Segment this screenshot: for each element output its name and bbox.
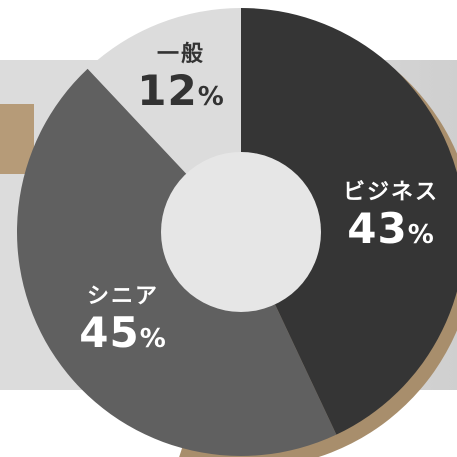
donut-center-hole xyxy=(161,152,321,312)
label-senior-unit: % xyxy=(139,324,167,354)
label-senior-number: 45 xyxy=(79,308,140,357)
slice-business xyxy=(241,8,457,435)
label-senior-name: シニア xyxy=(86,284,159,309)
label-general-number: 12 xyxy=(137,66,198,115)
label-business-name: ビジネス xyxy=(342,180,439,205)
label-general-unit: % xyxy=(197,82,225,112)
label-general: 一般 12% xyxy=(126,44,236,112)
label-business-number: 43 xyxy=(347,204,408,253)
label-senior: シニア 45% xyxy=(58,286,188,354)
label-business-unit: % xyxy=(407,220,435,250)
label-business-value: 43% xyxy=(326,208,456,250)
label-general-name: 一般 xyxy=(156,42,205,67)
label-senior-value: 45% xyxy=(58,312,188,354)
label-business: ビジネス 43% xyxy=(326,182,456,250)
label-general-value: 12% xyxy=(126,70,236,112)
